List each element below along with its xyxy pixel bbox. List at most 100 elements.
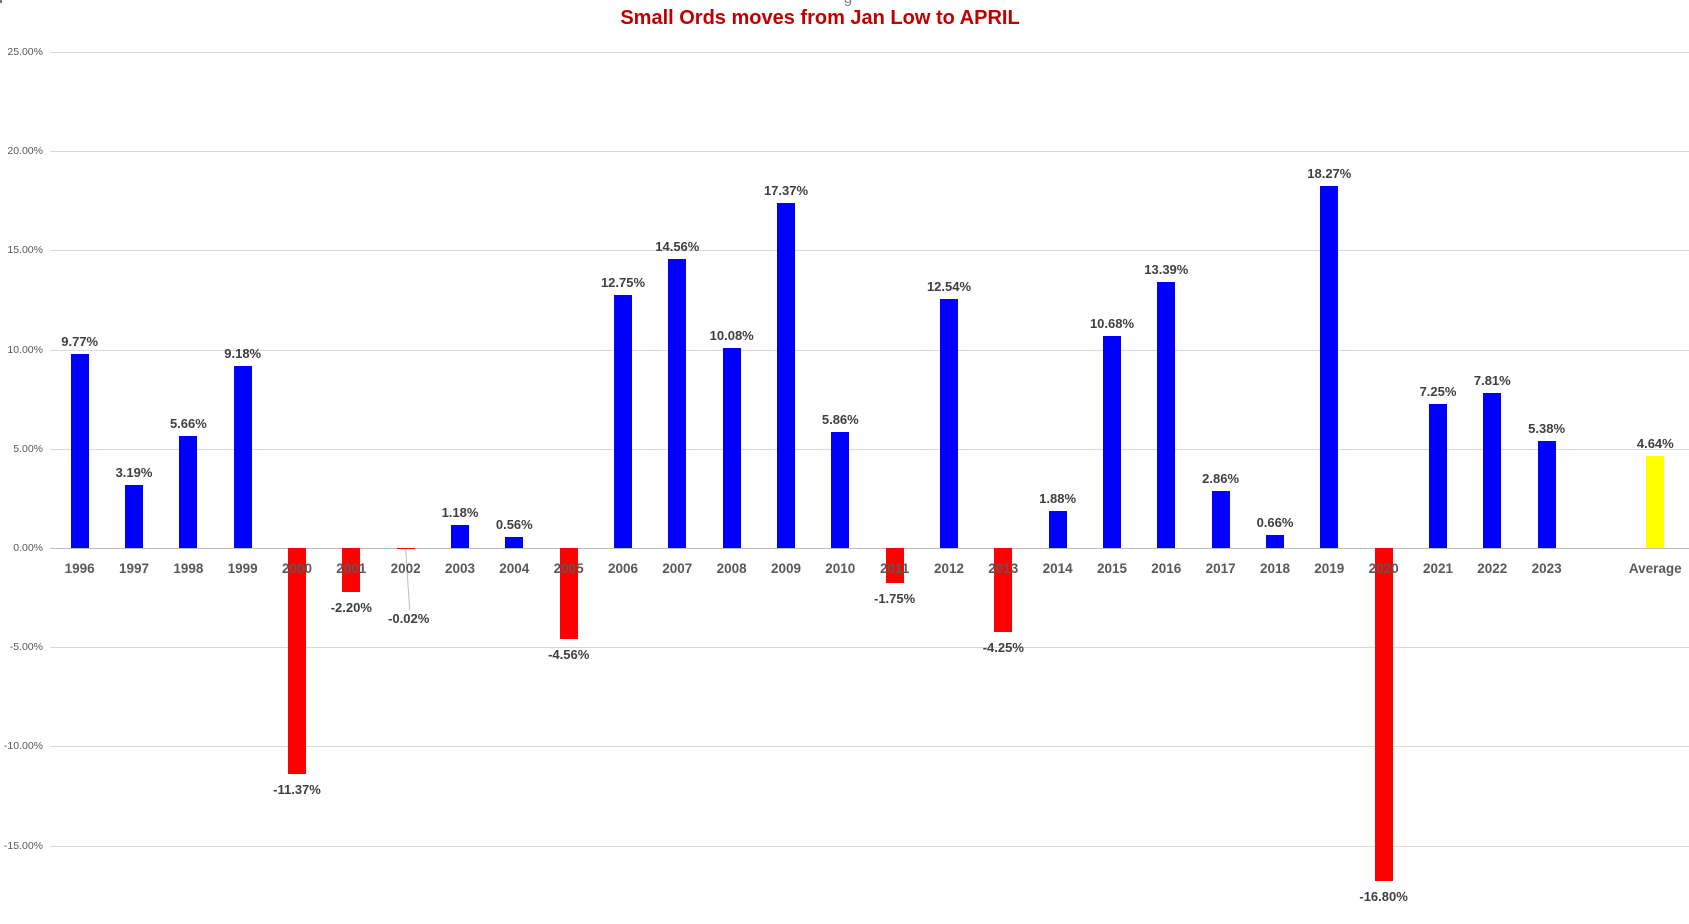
data-label-2013: -4.25% bbox=[982, 640, 1024, 656]
data-label-2006: 12.75% bbox=[600, 275, 646, 290]
bar-average[interactable] bbox=[1646, 455, 1665, 548]
bar-2003[interactable] bbox=[451, 524, 469, 548]
x-axis-label-1999: 1999 bbox=[227, 561, 258, 576]
data-label-2001: -2.20% bbox=[330, 599, 372, 615]
data-label-2012: 12.54% bbox=[926, 279, 972, 295]
data-label-2004: 0.56% bbox=[495, 516, 533, 532]
data-label-2019: 18.27% bbox=[1307, 165, 1352, 181]
bar-2023[interactable] bbox=[1537, 441, 1556, 548]
bar-1998[interactable] bbox=[179, 435, 198, 548]
data-label-2018: 0.66% bbox=[1256, 514, 1294, 530]
gridline--5 bbox=[50, 647, 1689, 649]
gridline-15 bbox=[50, 250, 1689, 252]
x-axis-label-average: Average bbox=[1628, 561, 1682, 576]
x-axis-label-2009: 2009 bbox=[770, 561, 802, 576]
y-axis-tick-label: -10.00% bbox=[3, 740, 43, 753]
x-axis-label-1998: 1998 bbox=[173, 561, 204, 576]
data-label-1996: 9.77% bbox=[61, 334, 99, 350]
y-axis-tick-label: 0.00% bbox=[13, 542, 43, 554]
x-axis-label-2017: 2017 bbox=[1205, 561, 1236, 576]
gridline-20 bbox=[50, 151, 1689, 153]
x-axis-label-2004: 2004 bbox=[499, 561, 530, 576]
data-label-2017: 2.86% bbox=[1202, 471, 1240, 487]
data-label-2014: 1.88% bbox=[1039, 490, 1077, 506]
bar-2022[interactable] bbox=[1483, 393, 1502, 548]
bar-2004[interactable] bbox=[505, 536, 524, 548]
x-axis-label-1996: 1996 bbox=[64, 561, 95, 576]
bar-2001[interactable] bbox=[342, 548, 361, 592]
x-axis-label-2007: 2007 bbox=[662, 561, 693, 576]
bar-1996[interactable] bbox=[70, 354, 89, 548]
data-label-2016: 13.39% bbox=[1144, 262, 1189, 278]
bar-2017[interactable] bbox=[1211, 491, 1230, 548]
y-axis-tick-label: 20.00% bbox=[7, 145, 43, 158]
bar-2010[interactable] bbox=[831, 431, 850, 548]
x-axis-label-2023: 2023 bbox=[1531, 561, 1562, 576]
y-axis-tick-label: -5.00% bbox=[9, 641, 43, 654]
x-axis-label-2005: 2005 bbox=[553, 561, 584, 576]
data-label-2008: 10.08% bbox=[709, 328, 754, 343]
x-axis-label-2014: 2014 bbox=[1042, 561, 1073, 576]
gridline-5 bbox=[50, 448, 1689, 450]
data-label-2020: -16.80% bbox=[1359, 889, 1408, 905]
bar-2005[interactable] bbox=[559, 548, 578, 639]
gridline-25 bbox=[50, 52, 1689, 53]
gridline--15 bbox=[50, 845, 1689, 847]
bar-2013[interactable] bbox=[994, 548, 1013, 633]
data-label-2005: -4.56% bbox=[548, 646, 590, 662]
x-axis-label-2019: 2019 bbox=[1314, 561, 1345, 576]
x-axis-label-2002: 2002 bbox=[390, 561, 421, 576]
y-axis-tick-label: 5.00% bbox=[13, 442, 43, 455]
bar-2021[interactable] bbox=[1429, 404, 1447, 548]
data-label-2002: -0.02% bbox=[388, 611, 430, 626]
data-label-1997: 3.19% bbox=[115, 464, 153, 480]
data-label-1999: 9.18% bbox=[224, 345, 262, 361]
x-axis-label-2001: 2001 bbox=[336, 561, 367, 576]
x-axis-label-2013: 2013 bbox=[988, 561, 1019, 576]
chart-title[interactable]: Small Ords moves from Jan Low to APRIL bbox=[620, 7, 1020, 29]
data-label-1998: 5.66% bbox=[169, 415, 207, 431]
x-axis-label-2011: 2011 bbox=[879, 561, 910, 576]
bar-2019[interactable] bbox=[1320, 185, 1339, 548]
bar-1997[interactable] bbox=[125, 484, 143, 548]
data-label-2022: 7.81% bbox=[1473, 373, 1511, 388]
bar-2018[interactable] bbox=[1266, 534, 1284, 548]
data-label-2009: 17.37% bbox=[763, 183, 809, 199]
bar-2012[interactable] bbox=[940, 299, 958, 548]
data-label-2010: 5.86% bbox=[821, 411, 859, 427]
x-axis-label-2020: 2020 bbox=[1368, 561, 1399, 576]
data-label-2007: 14.56% bbox=[655, 239, 700, 255]
gridline-10 bbox=[50, 349, 1689, 351]
y-axis-tick-label: 25.00% bbox=[7, 46, 43, 58]
x-axis-label-2016: 2016 bbox=[1151, 561, 1182, 576]
data-label-2021: 7.25% bbox=[1419, 384, 1457, 400]
x-axis-label-2021: 2021 bbox=[1422, 561, 1454, 576]
edge-artifact bbox=[0, 0, 2, 3]
bar-2008[interactable] bbox=[722, 348, 741, 548]
x-axis-label-2012: 2012 bbox=[933, 561, 965, 576]
x-axis-label-1997: 1997 bbox=[118, 561, 150, 576]
x-axis-label-2000: 2000 bbox=[281, 561, 313, 576]
x-axis-label-2008: 2008 bbox=[716, 561, 747, 576]
x-axis-label-2018: 2018 bbox=[1259, 561, 1291, 576]
bar-2011[interactable] bbox=[885, 548, 904, 583]
bar-2000[interactable] bbox=[288, 548, 306, 774]
clipped-text-fragment: g bbox=[840, 0, 856, 7]
y-axis-tick-label: 10.00% bbox=[7, 343, 43, 356]
bar-2007[interactable] bbox=[668, 259, 687, 548]
x-axis-label-2010: 2010 bbox=[825, 561, 856, 576]
bar-2014[interactable] bbox=[1048, 510, 1067, 548]
bar-2020[interactable] bbox=[1374, 548, 1393, 882]
data-label-2015: 10.68% bbox=[1089, 316, 1135, 332]
bar-2016[interactable] bbox=[1157, 282, 1176, 548]
data-label-2000: -11.37% bbox=[273, 781, 321, 797]
y-axis-tick-label: -15.00% bbox=[3, 839, 43, 852]
bar-2006[interactable] bbox=[614, 295, 632, 548]
bar-2015[interactable] bbox=[1103, 336, 1121, 548]
bar-1999[interactable] bbox=[233, 365, 252, 548]
bar-2009[interactable] bbox=[777, 203, 795, 548]
gridline-0 bbox=[50, 548, 1689, 549]
x-axis-label-2022: 2022 bbox=[1477, 561, 1508, 576]
x-axis-label-2006: 2006 bbox=[607, 561, 639, 576]
